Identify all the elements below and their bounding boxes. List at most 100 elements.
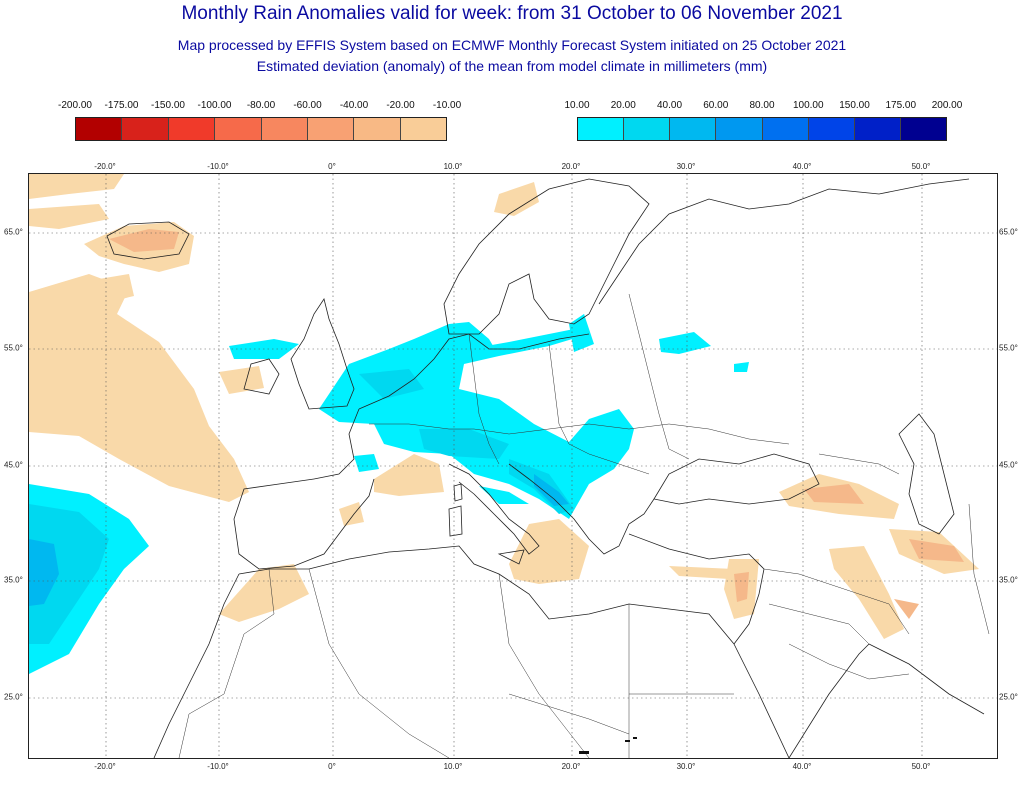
latitude-tick-label: 35.0° <box>999 575 1018 585</box>
coastline-great-britain <box>290 298 355 410</box>
latitude-tick-label: 45.0° <box>4 460 23 470</box>
legend-label: -20.00 <box>386 100 415 111</box>
legend-negative-labels: -200.00 -175.00 -150.00 -100.00 -80.00 -60.00… <box>58 100 461 114</box>
legend-swatch <box>215 118 262 140</box>
latitude-tick-label: 45.0° <box>999 460 1018 470</box>
dry-core-zagros <box>894 599 919 619</box>
legend-swatch <box>624 118 671 140</box>
legend-swatch <box>854 118 901 140</box>
legend-label: 100.00 <box>792 100 824 111</box>
wet-medium-france-west <box>359 369 424 399</box>
misc-marks <box>579 737 637 754</box>
wet-anomaly-italy <box>479 486 529 504</box>
coastline-morocco-atlantic <box>153 573 240 758</box>
legend-negative-anomaly: -200.00 -175.00 -150.00 -100.00 -80.00 -60.00… <box>58 100 461 141</box>
longitude-tick-label: 40.0° <box>792 762 812 771</box>
legend-swatch <box>762 118 809 140</box>
legend-positive-colorbar <box>577 117 947 141</box>
longitude-tick-label: -10.0° <box>207 162 229 171</box>
coastline-black-sea <box>653 453 820 505</box>
border-middle-east <box>763 568 910 635</box>
border-central-europe <box>468 333 500 465</box>
legend-label: 20.00 <box>610 100 636 111</box>
border-mali-algeria <box>308 568 450 758</box>
dry-anomaly-iberia-north <box>374 454 444 496</box>
legend-label: 80.00 <box>749 100 775 111</box>
dry-core-anatolia <box>804 484 864 504</box>
border-russia <box>628 293 690 460</box>
map-subtitle: Map processed by EFFIS System based on E… <box>177 37 847 53</box>
coastline-scandinavia <box>443 178 650 335</box>
coastline-iberia <box>233 478 375 570</box>
coastline-persian-gulf <box>868 643 985 715</box>
dry-anomaly-scandinavia-north <box>494 182 539 216</box>
border-algeria-libya <box>498 573 590 758</box>
legend-label: -40.00 <box>339 100 369 111</box>
legend-label: -150.00 <box>151 100 185 111</box>
longitude-tick-label: 0° <box>328 762 336 771</box>
mark-2 <box>625 740 630 742</box>
legend-swatch <box>578 118 625 140</box>
coastline-north-africa <box>238 545 735 645</box>
dry-anomaly-turkey-south <box>669 566 734 579</box>
legend-positive-labels: 10.00 20.00 40.00 60.00 80.00 100.00 150.00 175… <box>564 100 962 114</box>
longitude-tick-label: 50.0° <box>911 162 931 171</box>
dry-anomaly-zagros <box>829 546 904 639</box>
longitude-tick-label: 20.0° <box>561 762 581 771</box>
anomaly-layer <box>29 174 979 674</box>
coastline-iceland <box>106 221 190 260</box>
coastline-italy <box>448 463 540 555</box>
wet-anomaly-western-europe <box>319 322 634 519</box>
border-saudi <box>788 643 910 680</box>
legend-label: 200.00 <box>931 100 963 111</box>
dry-core-levant <box>734 572 749 602</box>
legend-swatch <box>716 118 763 140</box>
coastline-corsica <box>453 483 463 502</box>
wet-medium-atlantic <box>29 504 109 644</box>
longitude-tick-label: -20.0° <box>94 762 116 771</box>
latitude-tick-label: 35.0° <box>4 575 23 585</box>
longitude-tick-label: 30.0° <box>676 762 696 771</box>
legend-label: 175.00 <box>885 100 917 111</box>
longitude-tick-label: -10.0° <box>207 762 229 771</box>
wet-strong-atlantic <box>29 539 59 606</box>
dry-anomaly-atlantic-west <box>29 274 249 502</box>
coastline-caspian <box>898 413 955 535</box>
coastline-red-sea <box>733 643 790 758</box>
legend-label: -10.00 <box>432 100 462 111</box>
dry-anomaly-sicily-libya <box>509 519 589 584</box>
latitude-tick-label: 65.0° <box>4 227 23 237</box>
legend-negative-colorbar <box>75 117 447 141</box>
dry-anomaly-faroe <box>99 274 134 302</box>
dry-anomaly-ireland <box>219 366 264 394</box>
legend-label: -200.00 <box>58 100 92 111</box>
latitude-tick-label: 65.0° <box>999 227 1018 237</box>
graticule-layer <box>29 174 997 758</box>
coastline-sicily <box>497 549 525 565</box>
border-eastern-europe <box>548 343 650 475</box>
legend-swatch <box>122 118 169 140</box>
legend-swatch <box>76 118 123 140</box>
legend-label: 60.00 <box>703 100 729 111</box>
mark-3 <box>633 737 637 739</box>
legend-label: 10.00 <box>564 100 590 111</box>
wet-anomaly-russia-east <box>734 362 749 372</box>
map-title: Monthly Rain Anomalies valid for week: f… <box>181 3 843 24</box>
longitude-tick-label: 30.0° <box>676 162 696 171</box>
legend-label: 40.00 <box>656 100 683 111</box>
border-iraq-syria <box>768 603 870 645</box>
coastline-finland <box>598 178 970 305</box>
border-western-europe <box>369 423 790 445</box>
legend-label: -80.00 <box>246 100 276 111</box>
coastline-arabia <box>788 643 870 758</box>
legend-swatch <box>900 118 946 140</box>
longitude-tick-label: 20.0° <box>561 162 581 171</box>
longitude-tick-label: 40.0° <box>792 162 812 171</box>
map-frame <box>28 173 998 759</box>
border-caucasus <box>818 453 900 475</box>
country-border-layer <box>178 293 990 758</box>
dry-anomaly-greenland-coast <box>29 174 124 199</box>
legend-positive-anomaly: 10.00 20.00 40.00 60.00 80.00 100.00 150.00 175… <box>564 100 962 141</box>
latitude-tick-label: 25.0° <box>4 692 23 702</box>
legend-label: -175.00 <box>104 100 139 111</box>
